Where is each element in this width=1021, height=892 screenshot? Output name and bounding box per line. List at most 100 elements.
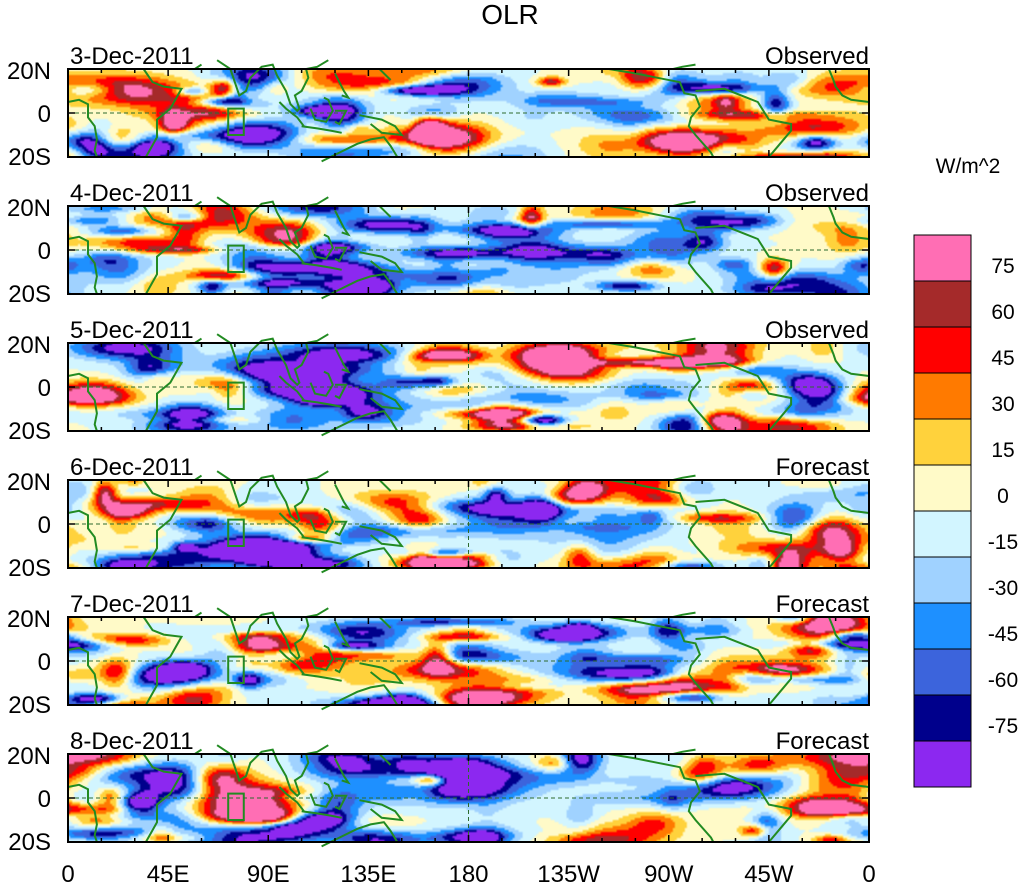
coastline (309, 507, 334, 534)
coastline (608, 68, 715, 158)
coastline (216, 607, 329, 661)
coastline (216, 744, 329, 798)
coastline (334, 246, 348, 263)
x-tick-label: 135W (537, 861, 600, 887)
colorbar-swatch (913, 326, 972, 374)
x-tick-label: 45W (744, 861, 794, 887)
coastline (334, 72, 351, 100)
coastline (827, 68, 870, 103)
panel-2: 20N 0 20S 4-Dec-2011 Observed (7, 180, 870, 308)
x-tick-label: 0 (61, 861, 74, 887)
x-tick-label: 90W (644, 861, 694, 887)
reference-box (227, 518, 245, 547)
coastline (321, 136, 399, 163)
colorbar-label: -60 (988, 669, 1018, 692)
panel-status: Observed (765, 317, 869, 344)
coastline (608, 753, 715, 843)
coastline (827, 342, 870, 377)
reference-box (227, 244, 245, 274)
coastline (359, 114, 405, 137)
colorbar-label: 15 (991, 439, 1014, 462)
x-tick-label: 45E (147, 861, 190, 887)
coastline (67, 646, 98, 706)
coastline (309, 781, 334, 808)
coastline (278, 649, 305, 675)
coastlines (67, 333, 870, 437)
coastline (608, 616, 715, 706)
coastline (378, 479, 392, 492)
coastline (142, 342, 184, 432)
coastline (334, 346, 351, 374)
panel-6: 20N 0 20S 8-Dec-2011 Forecast (7, 728, 870, 856)
y-tick-label: 0 (38, 375, 51, 402)
y-tick-label: 20S (8, 829, 51, 856)
coastline (827, 479, 870, 514)
panel-status: Forecast (776, 728, 870, 755)
y-tick-label: 20N (7, 606, 51, 633)
colorbar-label: 75 (991, 255, 1014, 278)
y-tick-label: 0 (38, 238, 51, 265)
coastline (334, 383, 348, 400)
colorbar-label: -75 (988, 715, 1018, 738)
coastline (278, 512, 305, 538)
coastline (309, 644, 334, 671)
coastline (67, 235, 98, 295)
coastlines (67, 59, 870, 163)
y-tick-label: 20S (8, 418, 51, 445)
y-tick-label: 20S (8, 692, 51, 719)
coastline (278, 238, 305, 264)
coastline (301, 125, 342, 134)
y-tick-label: 0 (38, 649, 51, 676)
colorbar-swatch (913, 694, 972, 742)
colorbar-swatch (913, 234, 972, 282)
coastline (608, 205, 715, 295)
coastline (278, 786, 305, 812)
colorbar-label: 0 (997, 485, 1009, 508)
colorbar-units: W/m^2 (936, 155, 1001, 178)
coastline (321, 684, 399, 711)
coastline (334, 620, 351, 648)
colorbar-label: -45 (988, 623, 1018, 646)
coastline (695, 224, 793, 295)
panel-5: 20N 0 20S 7-Dec-2011 Forecast (7, 591, 870, 719)
y-tick-label: 20N (7, 58, 51, 85)
coastlines (67, 470, 870, 574)
x-tick-label: 0 (862, 861, 875, 887)
panel-date: 7-Dec-2011 (70, 591, 194, 618)
x-tick-label: 180 (448, 861, 488, 887)
colorbar-swatch (913, 418, 972, 466)
coastline (142, 205, 184, 295)
coastline (827, 753, 870, 788)
coastline (378, 68, 392, 81)
panel-date: 8-Dec-2011 (70, 728, 194, 755)
coastline (359, 251, 405, 274)
coastline (608, 479, 715, 569)
colorbar-swatch (913, 602, 972, 650)
coastline (67, 98, 98, 158)
x-tick-label: 90E (247, 861, 290, 887)
coastline (309, 370, 334, 397)
y-tick-label: 20S (8, 281, 51, 308)
coastline (216, 59, 329, 113)
colorbar: W/m^2 75 60 45 30 15 0 -15 -30 -45 -60 -75 (913, 155, 1018, 788)
panel-status: Forecast (776, 591, 870, 618)
y-tick-label: 20N (7, 469, 51, 496)
colorbar-swatch (913, 510, 972, 558)
coastline (321, 410, 399, 437)
coastline (334, 483, 351, 511)
coastline (142, 616, 184, 706)
coastlines (67, 607, 870, 711)
coastline (142, 68, 184, 158)
coastline (301, 536, 342, 545)
coastline (309, 233, 334, 260)
panel-4: 20N 0 20S 6-Dec-2011 Forecast (7, 454, 870, 582)
coastline (278, 375, 305, 401)
colorbar-swatch (913, 280, 972, 328)
panel-date: 3-Dec-2011 (70, 43, 194, 70)
coastline (695, 635, 793, 706)
coastline (216, 333, 329, 387)
y-tick-label: 20S (8, 144, 51, 171)
coastline (301, 673, 342, 682)
coastline (695, 87, 793, 158)
